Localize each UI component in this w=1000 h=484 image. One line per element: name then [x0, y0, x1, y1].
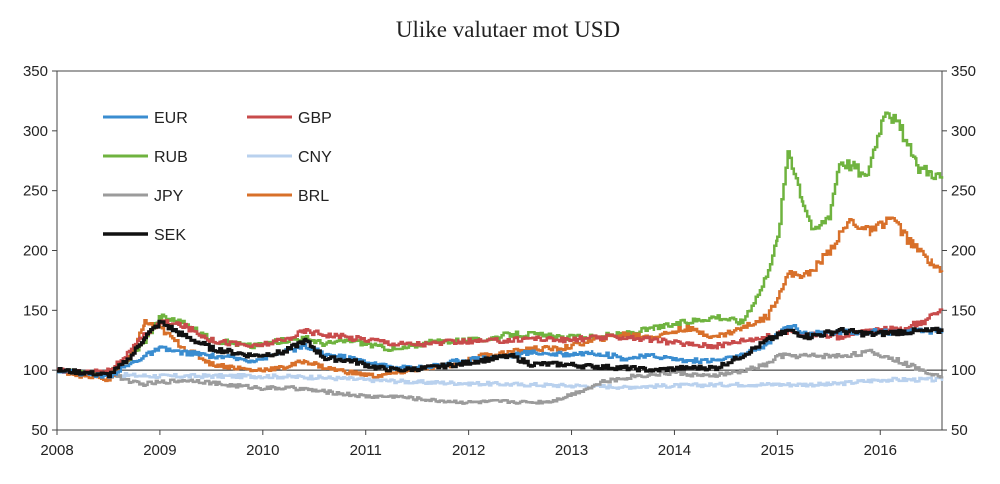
y-tick-label-right: 50 [951, 422, 968, 439]
x-tick-label: 2012 [452, 442, 485, 459]
y-tick-label-left: 50 [31, 422, 48, 439]
legend-label-jpy: JPY [154, 188, 184, 205]
x-tick-label: 2011 [350, 442, 382, 459]
y-tick-label-right: 100 [951, 362, 976, 379]
legend-label-cny: CNY [298, 149, 332, 166]
y-tick-label-right: 300 [951, 123, 976, 140]
x-axis: 2008 2009 2010 2011 2012 2013 2014 2015 2016 [40, 430, 897, 459]
y-tick-label-right: 250 [951, 183, 976, 200]
y-tick-label-left: 200 [23, 243, 48, 260]
legend-label-rub: RUB [154, 149, 188, 166]
x-tick-label: 2010 [246, 442, 279, 459]
y-tick-label-left: 150 [23, 302, 48, 319]
x-tick-label: 2008 [40, 442, 73, 459]
x-tick-label: 2016 [864, 442, 897, 459]
legend-label-gbp: GBP [298, 110, 332, 127]
y-tick-label-left: 100 [23, 362, 48, 379]
x-tick-label: 2013 [555, 442, 588, 459]
series-line-cny [57, 367, 944, 390]
legend-label-brl: BRL [298, 188, 329, 205]
y-tick-label-left: 300 [23, 123, 48, 140]
y-tick-label-right: 150 [951, 302, 976, 319]
legend-label-sek: SEK [154, 227, 186, 244]
series-line-sek [57, 319, 944, 379]
y-axis-right: 50 100 150 200 250 300 350 [942, 63, 976, 439]
y-axis-left: 50 100 150 200 250 300 350 [23, 63, 57, 439]
x-tick-label: 2009 [143, 442, 176, 459]
x-tick-label: 2015 [761, 442, 794, 459]
series-layer [57, 111, 944, 405]
y-tick-label-left: 350 [23, 63, 48, 80]
series-line-gbp [57, 308, 944, 376]
y-tick-label-left: 250 [23, 183, 48, 200]
y-tick-label-right: 200 [951, 243, 976, 260]
series-line-brl [57, 216, 944, 383]
y-tick-label-right: 350 [951, 63, 976, 80]
x-tick-label: 2014 [658, 442, 691, 459]
series-line-jpy [57, 348, 944, 405]
legend: EUR GBP RUB CNY JPY BRL SEK [103, 110, 332, 244]
chart-title: Ulike valutaer mot USD [396, 17, 620, 42]
legend-label-eur: EUR [154, 110, 188, 127]
